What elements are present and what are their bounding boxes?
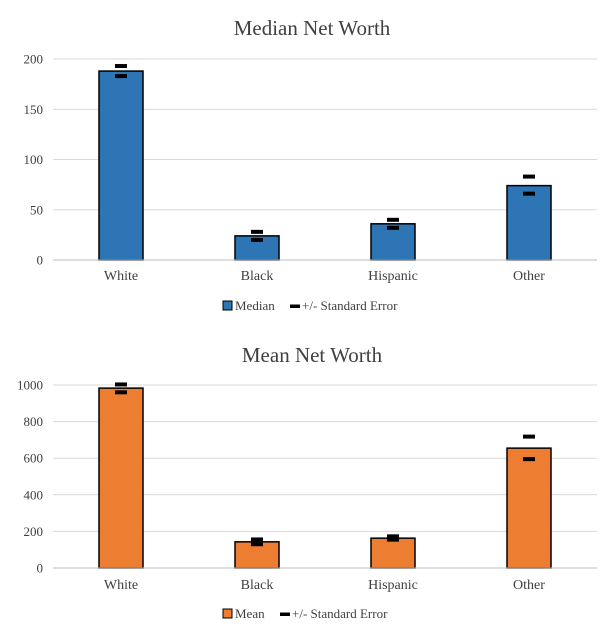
y-tick-label: 600 (24, 451, 44, 466)
error-marker-low (115, 390, 127, 395)
y-tick-label: 100 (24, 152, 44, 167)
y-tick-label: 400 (24, 487, 44, 502)
y-tick-label: 0 (37, 253, 44, 268)
category-label: Black (241, 578, 274, 593)
y-tick-label: 800 (24, 414, 44, 429)
error-marker-low (115, 74, 127, 79)
bar-white (98, 70, 144, 261)
bar-white (98, 387, 144, 569)
category-label: White (104, 578, 138, 593)
error-marker-low (387, 225, 399, 230)
legend-label: Median (235, 298, 275, 313)
bar-other (506, 184, 552, 261)
bar-hispanic (370, 537, 416, 569)
error-marker-low (251, 237, 263, 242)
category-label: Black (241, 269, 274, 284)
error-marker-high (251, 537, 263, 542)
category-label: Other (513, 578, 545, 593)
legend-label: Mean (235, 606, 265, 621)
median-net-worth-chart: Median Net Worth 0 50 100 150 200 White Black Hi… (24, 16, 597, 313)
error-marker-high (251, 229, 263, 234)
error-marker-high (115, 382, 127, 387)
error-marker-low (387, 537, 399, 542)
error-marker-low (251, 542, 263, 547)
legend-label: +/- Standard Error (292, 606, 388, 621)
category-label: Other (513, 269, 545, 284)
error-marker-high (523, 174, 535, 179)
legend-swatch-error (280, 612, 290, 616)
error-marker-low (523, 191, 535, 196)
y-tick-label: 0 (37, 561, 44, 576)
legend-label: +/- Standard Error (302, 298, 398, 313)
category-label: Hispanic (368, 269, 418, 284)
error-marker-low (523, 457, 535, 462)
category-label: White (104, 269, 138, 284)
error-marker-high (387, 217, 399, 222)
legend-swatch-median (222, 300, 233, 311)
error-marker-high (523, 434, 535, 439)
y-tick-label: 150 (24, 102, 44, 117)
chart-title: Median Net Worth (234, 16, 391, 40)
mean-net-worth-chart: Mean Net Worth 0 200 400 600 800 1000 White Blac… (17, 343, 597, 621)
error-marker-high (387, 534, 399, 539)
legend-swatch-mean (222, 608, 233, 619)
y-tick-label: 1000 (17, 378, 43, 393)
chart-title: Mean Net Worth (242, 343, 383, 367)
category-label: Hispanic (368, 578, 418, 593)
legend-swatch-error (290, 304, 300, 308)
y-tick-label: 200 (24, 524, 44, 539)
y-tick-label: 50 (30, 202, 43, 217)
bar-other (506, 447, 552, 569)
error-marker-high (115, 64, 127, 69)
y-tick-label: 200 (24, 52, 44, 67)
